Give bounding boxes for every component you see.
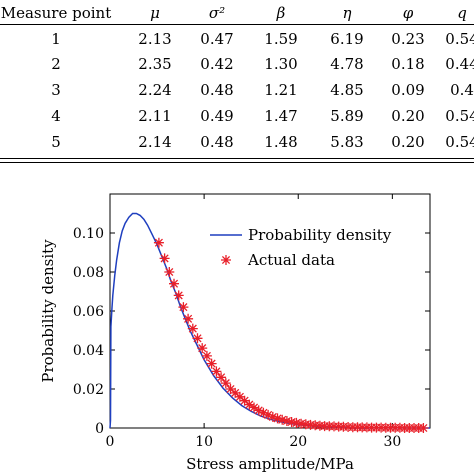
cell-mu: 2.11 [138, 107, 172, 125]
cell-q: 0.54 [445, 107, 474, 125]
data-point-actual [272, 413, 283, 424]
series-line-probability-density [109, 212, 430, 429]
cell-sigma2: 0.48 [200, 81, 234, 99]
y-tick-label: 0.10 [73, 226, 104, 242]
cell-beta: 1.48 [264, 133, 298, 151]
y-tick-label: 0 [95, 421, 104, 437]
cell-q: 0.4 [450, 81, 474, 99]
data-point-actual [183, 313, 194, 324]
cell-point: 3 [51, 81, 61, 99]
header-sigma-squared: σ² [208, 4, 226, 22]
data-point-actual [211, 366, 222, 377]
header-measure-point: Measure point [0, 4, 112, 22]
header-mu: μ [150, 4, 160, 22]
cell-beta: 1.59 [264, 30, 298, 48]
cell-mu: 2.14 [138, 133, 172, 151]
cell-sigma2: 0.49 [200, 107, 234, 125]
cell-point: 5 [51, 133, 61, 151]
data-point-actual [225, 384, 236, 394]
legend: Probability density Actual data [210, 226, 392, 269]
legend-label-probability-density: Probability density [248, 226, 392, 244]
cell-phi: 0.20 [391, 107, 425, 125]
data-point-actual [197, 343, 208, 354]
cell-phi: 0.23 [391, 30, 425, 48]
cell-eta: 5.89 [330, 107, 364, 125]
legend-star-swatch [221, 255, 231, 265]
data-point-actual [267, 411, 278, 422]
y-tick-label: 0.02 [73, 382, 104, 398]
data-point-actual [159, 253, 170, 264]
x-tick-label: 30 [383, 434, 401, 450]
data-point-actual [263, 409, 274, 420]
data-point-actual [178, 302, 189, 313]
data-point-actual [281, 416, 292, 426]
data-point-actual [187, 323, 198, 334]
data-point-actual [234, 391, 245, 402]
cell-sigma2: 0.42 [200, 55, 234, 73]
data-point-actual [230, 387, 241, 398]
data-point-actual [173, 290, 184, 301]
data-point-actual [192, 333, 203, 344]
y-axis-label: Probability density [39, 239, 57, 383]
data-point-actual [153, 237, 164, 248]
data-point-actual [244, 399, 255, 410]
table-bottom-rule [0, 162, 474, 163]
header-phi: φ [402, 4, 414, 22]
cell-eta: 4.85 [330, 81, 364, 99]
legend-label-actual-data: Actual data [247, 251, 335, 269]
cell-point: 2 [51, 55, 61, 73]
x-axis-label: Stress amplitude/MPa [186, 455, 354, 473]
cell-beta: 1.47 [264, 107, 298, 125]
x-tick-label: 20 [289, 434, 307, 450]
header-beta: β [276, 4, 286, 22]
data-point-actual [249, 402, 259, 413]
cell-beta: 1.30 [264, 55, 298, 73]
cell-q: 0.54 [445, 30, 474, 48]
cell-phi: 0.18 [391, 55, 425, 73]
scatter-layer [153, 237, 429, 433]
axis-ticks: 0 10 20 30 0 0.02 0.04 0.06 0.08 0.10 [73, 194, 430, 450]
y-tick-label: 0.06 [73, 304, 104, 320]
x-tick-label: 10 [195, 434, 213, 450]
header-eta: η [342, 4, 352, 22]
data-point-actual [206, 358, 217, 369]
cell-sigma2: 0.48 [200, 133, 234, 151]
cell-mu: 2.13 [138, 30, 172, 48]
cell-q: 0.54 [445, 133, 474, 151]
table-header-rule [0, 24, 474, 25]
cell-point: 4 [51, 107, 61, 125]
data-point-actual [418, 423, 429, 433]
cell-phi: 0.09 [391, 81, 425, 99]
curve-layer [109, 212, 430, 429]
table-bottom-rule [0, 158, 474, 159]
data-point-actual [201, 350, 212, 361]
cell-sigma2: 0.47 [200, 30, 234, 48]
data-point-actual [169, 278, 179, 289]
x-tick-label: 0 [106, 434, 115, 450]
cell-phi: 0.20 [391, 133, 425, 151]
cell-eta: 6.19 [330, 30, 364, 48]
y-tick-label: 0.08 [73, 265, 104, 281]
header-q: q [457, 4, 467, 22]
data-point-actual [286, 417, 297, 427]
y-tick-label: 0.04 [73, 343, 104, 359]
data-point-actual [164, 267, 175, 277]
data-point-actual [291, 417, 302, 428]
cell-q: 0.44 [445, 55, 474, 73]
data-point-actual [258, 407, 269, 418]
data-point-actual [216, 372, 227, 383]
cell-eta: 5.83 [330, 133, 364, 151]
cell-beta: 1.21 [264, 81, 298, 99]
data-point-actual [253, 405, 264, 416]
cell-eta: 4.78 [330, 55, 364, 73]
data-point-actual [239, 395, 250, 406]
cell-mu: 2.35 [138, 55, 172, 73]
cell-point: 1 [51, 30, 61, 48]
cell-mu: 2.24 [138, 81, 172, 99]
data-point-actual [277, 414, 288, 425]
data-point-actual [220, 378, 231, 389]
